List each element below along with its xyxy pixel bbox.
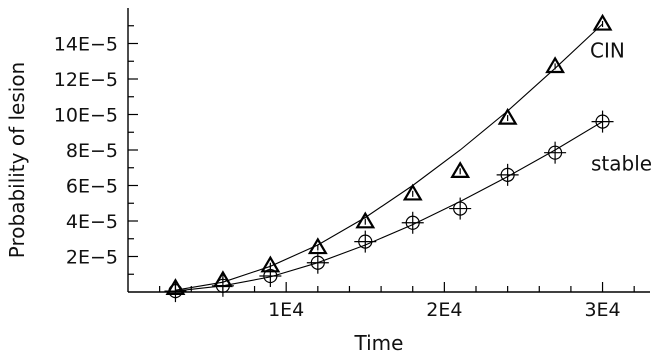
y-tick-label: 6E−5 (66, 176, 118, 198)
x-tick-label: 2E4 (426, 299, 462, 321)
y-tick-label: 2E−5 (66, 247, 118, 269)
triangle-marker (497, 107, 518, 125)
series-lines (175, 23, 603, 292)
series-markers (164, 13, 614, 303)
y-tick-label: 10E−5 (54, 105, 118, 127)
data-point-stable (496, 163, 519, 186)
data-point-stable (259, 265, 282, 288)
y-axis-label: Probability of lesion (5, 62, 29, 258)
triangle-marker (450, 161, 471, 178)
triangle-marker (402, 183, 423, 201)
triangle-marker (545, 56, 566, 74)
x-tick-label: 3E4 (584, 299, 620, 321)
series-label-cin: CIN (590, 39, 625, 63)
data-point-cin (545, 56, 566, 74)
triangle-marker (355, 211, 376, 229)
data-point-stable (164, 280, 187, 303)
data-point-cin (402, 183, 423, 201)
data-point-stable (211, 274, 234, 297)
series-label-stable: stable (591, 151, 652, 175)
data-point-stable (591, 110, 614, 133)
data-point-stable (544, 141, 567, 164)
data-point-stable (401, 211, 424, 234)
series-line-stable (175, 121, 603, 292)
series-line-cin (175, 23, 603, 291)
chart-labels: 2E−5 4E−5 6E−5 8E−5 10E−5 12E−5 14E−5 1E4 2E4 3E4… (5, 34, 652, 356)
y-tick-label: 8E−5 (66, 140, 118, 162)
data-point-cin (592, 13, 613, 31)
triangle-marker (592, 13, 613, 31)
y-tick-label: 4E−5 (66, 211, 118, 233)
y-tick-label: 14E−5 (54, 34, 118, 56)
chart-axes (127, 8, 650, 293)
data-point-cin (355, 211, 376, 229)
data-point-stable (449, 197, 472, 220)
x-axis-label: Time (354, 331, 404, 355)
data-point-cin (450, 161, 471, 178)
x-tick-label: 1E4 (268, 299, 304, 321)
data-point-cin (497, 107, 518, 125)
data-point-stable (306, 251, 329, 274)
data-point-stable (354, 230, 377, 253)
y-tick-label: 12E−5 (54, 69, 118, 91)
